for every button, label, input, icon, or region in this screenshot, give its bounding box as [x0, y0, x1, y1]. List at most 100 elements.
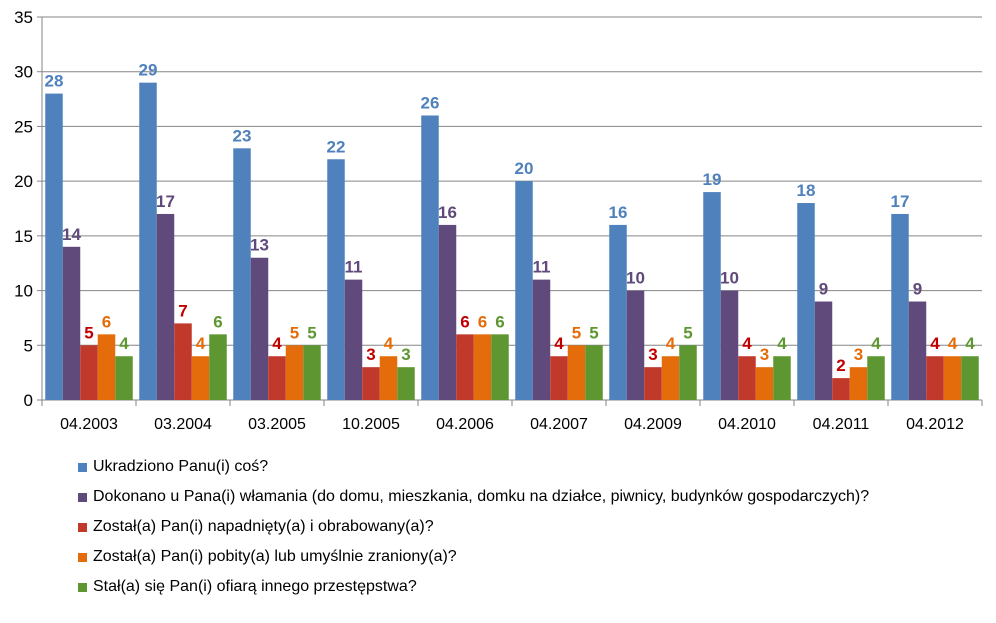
bar	[661, 356, 680, 400]
bar	[156, 213, 175, 400]
bar	[908, 301, 927, 400]
bar	[421, 115, 439, 400]
bar	[233, 148, 251, 400]
y-tick-label: 5	[24, 336, 33, 355]
bar	[532, 279, 551, 400]
data-label: 4	[742, 334, 752, 353]
y-tick-label: 30	[14, 63, 33, 82]
data-label: 11	[533, 258, 551, 277]
bar	[515, 181, 533, 400]
bar	[115, 356, 133, 400]
x-tick-label: 04.2003	[60, 416, 118, 433]
bar	[891, 213, 909, 400]
legend-swatch	[78, 522, 87, 532]
data-label: 9	[913, 280, 922, 299]
legend-swatch	[78, 552, 87, 562]
y-tick-label: 20	[14, 172, 33, 191]
data-label: 26	[421, 93, 440, 112]
data-label: 5	[572, 323, 581, 342]
data-label: 10	[626, 269, 645, 288]
x-tick-label: 04.2007	[530, 416, 588, 433]
x-tick-label: 03.2004	[154, 416, 212, 433]
data-label: 4	[948, 334, 958, 353]
bar	[626, 290, 645, 400]
data-label: 6	[213, 312, 222, 331]
data-label: 16	[438, 203, 457, 222]
bar	[285, 345, 304, 400]
data-label: 14	[62, 225, 81, 244]
data-label: 4	[196, 334, 206, 353]
data-label: 3	[854, 345, 863, 364]
x-tick-label: 03.2005	[248, 416, 306, 433]
data-label: 4	[930, 334, 940, 353]
bar	[644, 367, 662, 400]
y-tick-label: 35	[14, 8, 33, 27]
y-tick-label: 0	[24, 391, 33, 410]
data-label: 17	[156, 192, 175, 211]
data-label: 4	[119, 334, 129, 353]
x-tick-label: 10.2005	[342, 416, 400, 433]
bar	[773, 356, 791, 400]
bar	[327, 159, 345, 400]
data-label: 11	[345, 258, 363, 277]
bar	[191, 356, 210, 400]
legend-item: Dokonano u Pana(i) włamania (do domu, mi…	[78, 482, 869, 512]
bar	[755, 367, 774, 400]
legend-label: Został(a) Pan(i) pobity(a) lub umyślnie …	[93, 548, 457, 565]
data-label: 5	[307, 323, 316, 342]
bar	[250, 257, 269, 400]
data-label: 5	[589, 323, 598, 342]
bar	[473, 334, 492, 400]
data-label: 2	[836, 356, 845, 375]
data-label: 17	[891, 192, 910, 211]
data-label: 7	[178, 301, 187, 320]
data-label: 3	[648, 345, 657, 364]
x-tick-label: 04.2010	[718, 416, 776, 433]
legend-label: Został(a) Pan(i) napadnięty(a) i obrabow…	[93, 518, 434, 535]
data-label: 5	[84, 323, 93, 342]
bar	[491, 334, 509, 400]
y-tick-label: 15	[14, 227, 33, 246]
bar	[703, 192, 721, 400]
data-label: 4	[666, 334, 676, 353]
data-label: 6	[495, 312, 504, 331]
bar	[738, 356, 756, 400]
bar	[303, 345, 321, 400]
bar	[62, 246, 81, 400]
bar	[797, 203, 815, 400]
data-label: 6	[102, 312, 111, 331]
data-label: 4	[554, 334, 564, 353]
bar	[720, 290, 739, 400]
chart-legend: Ukradziono Panu(i) coś? Dokonano u Pana(i…	[78, 452, 869, 602]
data-label: 9	[819, 280, 828, 299]
bar	[344, 279, 363, 400]
data-label: 4	[871, 334, 881, 353]
legend-label: Dokonano u Pana(i) włamania (do domu, mi…	[93, 488, 870, 505]
legend-swatch	[78, 582, 87, 592]
x-tick-label: 04.2012	[906, 416, 964, 433]
bar	[379, 356, 398, 400]
bar	[80, 345, 98, 400]
x-tick-label: 04.2009	[624, 416, 682, 433]
data-label: 6	[478, 312, 487, 331]
bar	[832, 378, 850, 400]
data-label: 18	[797, 181, 816, 200]
bar	[814, 301, 833, 400]
data-label: 5	[683, 323, 692, 342]
bar	[438, 224, 457, 400]
data-label: 28	[45, 72, 64, 91]
bar	[397, 367, 415, 400]
data-label: 20	[515, 159, 534, 178]
data-label: 13	[250, 236, 269, 255]
bar	[268, 356, 286, 400]
data-label: 4	[272, 334, 282, 353]
data-label: 4	[965, 334, 975, 353]
bar	[456, 334, 474, 400]
data-label: 3	[760, 345, 769, 364]
bar	[174, 323, 192, 400]
bar	[362, 367, 380, 400]
data-label: 29	[139, 61, 158, 80]
bar	[609, 224, 627, 400]
data-label: 4	[777, 334, 787, 353]
